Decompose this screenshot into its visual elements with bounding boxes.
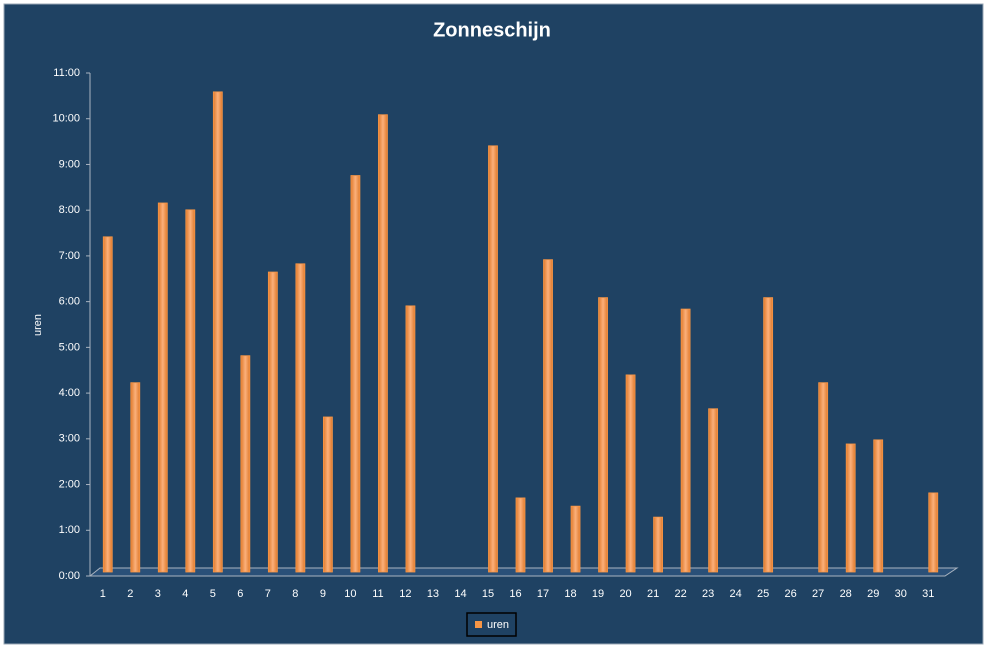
x-tick-label: 12 — [399, 588, 411, 600]
y-tick-label: 10:00 — [52, 113, 80, 125]
x-tick-label: 20 — [619, 588, 631, 600]
bar — [295, 263, 306, 573]
legend — [466, 612, 517, 637]
y-axis-title: uren — [32, 314, 44, 336]
x-tick-label: 15 — [482, 588, 494, 600]
bar — [130, 382, 141, 573]
bar — [212, 91, 223, 573]
bar — [543, 259, 553, 573]
bar — [763, 297, 774, 573]
x-tick-label: 18 — [564, 588, 576, 600]
bar — [818, 382, 829, 573]
y-tick-label: 11:00 — [53, 67, 80, 79]
x-tick-label: 14 — [454, 588, 466, 600]
y-tick-label: 7:00 — [59, 250, 80, 262]
bar — [570, 505, 581, 573]
y-tick-label: 8:00 — [59, 204, 80, 216]
x-tick-label: 4 — [182, 588, 188, 600]
x-tick-label: 9 — [320, 588, 326, 600]
bar — [378, 114, 388, 573]
x-tick-label: 22 — [674, 588, 686, 600]
bar — [350, 175, 361, 573]
x-tick-label: 5 — [210, 588, 216, 600]
legend-label: uren — [487, 619, 509, 631]
x-tick-label: 6 — [237, 588, 243, 600]
x-tick-label: 28 — [840, 588, 852, 600]
bar — [405, 305, 416, 573]
x-tick-label: 1 — [100, 588, 106, 600]
y-tick-label: 9:00 — [59, 158, 80, 170]
x-tick-label: 31 — [922, 588, 934, 600]
x-tick-label: 19 — [592, 588, 604, 600]
x-tick-label: 26 — [785, 588, 797, 600]
bar — [708, 408, 719, 573]
bar — [515, 497, 526, 573]
y-tick-label: 2:00 — [59, 478, 80, 490]
x-tick-label: 11 — [372, 588, 383, 600]
x-tick-label: 23 — [702, 588, 714, 600]
y-tick-label: 5:00 — [59, 341, 80, 353]
x-tick-label: 16 — [509, 588, 521, 600]
bar — [598, 297, 608, 573]
bar — [102, 236, 113, 573]
bar — [873, 439, 884, 573]
y-tick-label: 6:00 — [59, 296, 80, 308]
bar — [845, 443, 856, 573]
y-tick-label: 3:00 — [59, 433, 80, 445]
x-tick-label: 13 — [427, 588, 439, 600]
x-tick-label: 10 — [344, 588, 356, 600]
x-tick-label: 29 — [867, 588, 879, 600]
x-tick-label: 21 — [647, 588, 659, 600]
bar — [653, 516, 663, 573]
x-tick-label: 2 — [127, 588, 133, 600]
bar — [157, 202, 168, 573]
x-tick-label: 27 — [812, 588, 824, 600]
bar — [240, 355, 251, 573]
bar — [680, 308, 691, 573]
x-tick-label: 3 — [155, 588, 161, 600]
x-tick-label: 17 — [537, 588, 549, 600]
legend-swatch — [475, 621, 482, 628]
y-tick-label: 0:00 — [59, 570, 80, 582]
chart-title: Zonneschijn — [433, 19, 551, 41]
bar — [267, 271, 278, 573]
bar — [322, 416, 333, 573]
x-tick-label: 25 — [757, 588, 769, 600]
x-tick-label: 8 — [292, 588, 298, 600]
bar — [185, 209, 196, 573]
x-tick-label: 30 — [895, 588, 907, 600]
bar — [625, 374, 636, 573]
y-tick-label: 4:00 — [59, 387, 80, 399]
x-tick-label: 7 — [265, 588, 271, 600]
x-tick-label: 24 — [730, 588, 742, 600]
bar — [928, 492, 939, 573]
bar — [488, 145, 498, 573]
y-tick-label: 1:00 — [59, 524, 80, 536]
